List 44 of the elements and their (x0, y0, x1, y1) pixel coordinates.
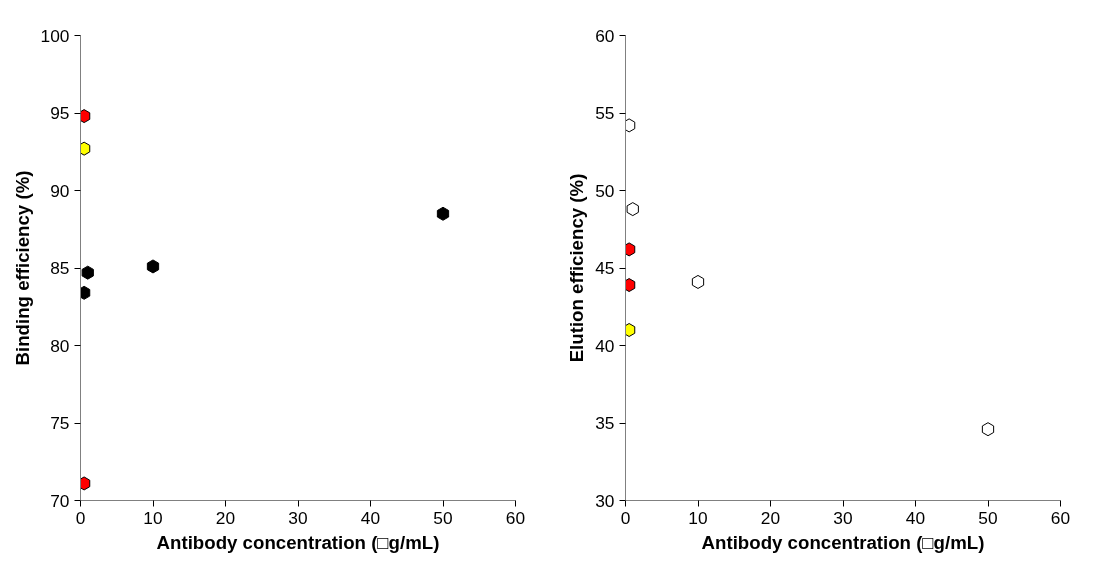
x-tick-label: 50 (978, 507, 998, 528)
x-tick-label: 10 (688, 507, 708, 528)
x-tick-label: 40 (905, 507, 926, 528)
y-tick-label: 45 (595, 258, 615, 278)
point (80, 141, 91, 156)
x-tick-label: 60 (505, 507, 526, 528)
y-tick-label: 30 (595, 490, 615, 511)
x-axis-title: Antibody concentration (□g/mL) (701, 531, 985, 553)
point (626, 202, 639, 217)
x-tick-label: 60 (1050, 507, 1071, 528)
y-tick-label: 75 (50, 413, 70, 433)
x-axis-title: Antibody concentration (□g/mL) (156, 531, 440, 553)
y-tick-label: 50 (595, 180, 615, 201)
y-tick-label: 40 (595, 335, 615, 356)
y-tick-label: 70 (50, 490, 70, 511)
point (625, 278, 636, 293)
point (625, 323, 636, 337)
y-tick-label: 35 (595, 413, 615, 433)
point (146, 259, 160, 274)
point (436, 206, 450, 221)
x-tick-label: 0 (620, 507, 631, 528)
x-tick-label: 0 (75, 507, 86, 528)
point (81, 265, 94, 280)
point (625, 242, 636, 257)
y-tick-label: 85 (50, 258, 70, 278)
y-tick-label: 100 (40, 25, 70, 46)
y-tick-label: 95 (50, 103, 70, 123)
y-axis-title: Elution efficiency (%) (566, 173, 588, 363)
point (981, 422, 995, 437)
y-tick-label: 55 (595, 103, 615, 123)
x-tick-label: 30 (288, 507, 308, 528)
x-tick-label: 40 (360, 507, 381, 528)
point (80, 109, 91, 124)
x-tick-label: 20 (760, 507, 781, 528)
y-tick-label: 80 (50, 335, 70, 356)
x-tick-label: 50 (433, 507, 453, 528)
point (691, 274, 705, 289)
x-tick-label: 20 (215, 507, 236, 528)
y-tick-label: 90 (50, 180, 70, 201)
x-tick-label: 10 (143, 507, 163, 528)
point (80, 476, 91, 491)
y-axis-title: Binding efficiency (%) (11, 170, 33, 366)
x-tick-label: 30 (833, 507, 853, 528)
y-tick-label: 60 (595, 25, 615, 46)
